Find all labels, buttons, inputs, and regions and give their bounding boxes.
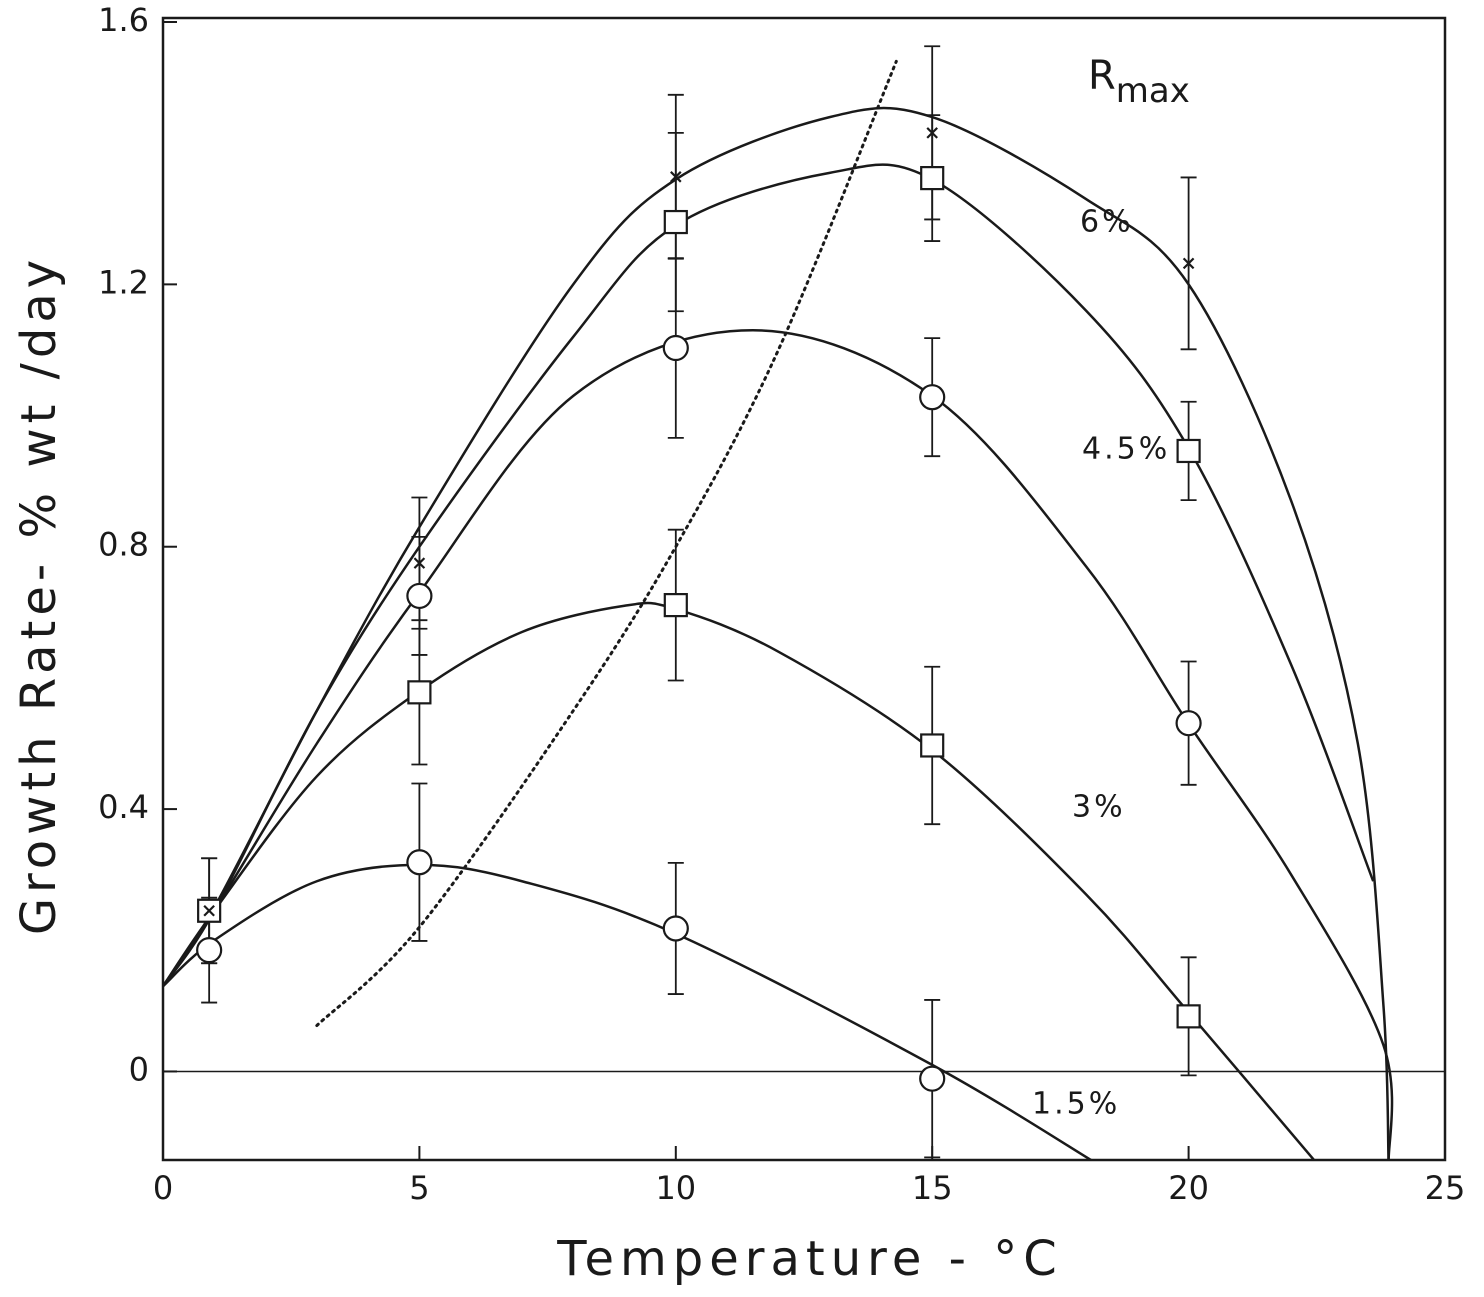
x-marker xyxy=(413,557,426,569)
square-marker xyxy=(1176,1004,1201,1029)
optimum-line xyxy=(315,59,898,1028)
circle-marker xyxy=(1175,710,1202,737)
y-tick-label: 1.6 xyxy=(98,1,149,39)
series-label-subscript: max xyxy=(1116,71,1190,111)
square-marker xyxy=(1176,438,1201,464)
x-marker xyxy=(670,171,682,183)
y-tick-label: 0.8 xyxy=(98,526,149,564)
y-axis-title: Growth Rate- % wt /day xyxy=(11,255,67,935)
square-marker xyxy=(663,593,688,618)
x-tick-label: 25 xyxy=(1425,1169,1466,1207)
x-marker xyxy=(1182,257,1195,270)
circle-marker xyxy=(662,334,689,362)
y-tick-label: 0 xyxy=(129,1050,149,1088)
plot-frame xyxy=(161,16,1447,1162)
fit-curve xyxy=(163,601,1316,1160)
series-label: 6% xyxy=(1080,205,1134,240)
circle-marker xyxy=(919,1065,946,1092)
x-tick-label: 20 xyxy=(1168,1169,1209,1207)
x-tick-label: 15 xyxy=(912,1169,953,1207)
series-label: 1.5% xyxy=(1032,1087,1120,1122)
y-tick-label: 0.4 xyxy=(98,788,149,826)
plot-area xyxy=(163,59,1394,1160)
series-label: 4.5% xyxy=(1082,432,1170,467)
series-label: Rmax xyxy=(1088,53,1190,111)
circle-marker xyxy=(662,915,689,942)
x-marker xyxy=(926,127,938,139)
y-tick-label: 1.2 xyxy=(98,263,149,301)
x-tick-label: 0 xyxy=(153,1169,173,1207)
fit-curve xyxy=(163,106,1390,1160)
square-marker xyxy=(407,680,432,705)
circle-marker xyxy=(919,384,946,411)
series-label: 3% xyxy=(1072,790,1126,825)
circle-marker xyxy=(406,849,433,876)
x-tick-label: 5 xyxy=(409,1169,429,1207)
circle-marker xyxy=(406,582,433,610)
x-tick-label: 10 xyxy=(655,1169,696,1207)
fit-curve xyxy=(163,863,1094,1160)
square-marker xyxy=(920,166,945,191)
series-label-main: R xyxy=(1088,53,1116,99)
square-marker xyxy=(920,733,945,758)
x-axis-title: Temperature - °C xyxy=(556,1231,1062,1287)
x-marker xyxy=(203,904,215,917)
circle-marker xyxy=(196,937,223,964)
square-marker xyxy=(663,209,688,235)
fit-curve xyxy=(163,329,1394,1160)
